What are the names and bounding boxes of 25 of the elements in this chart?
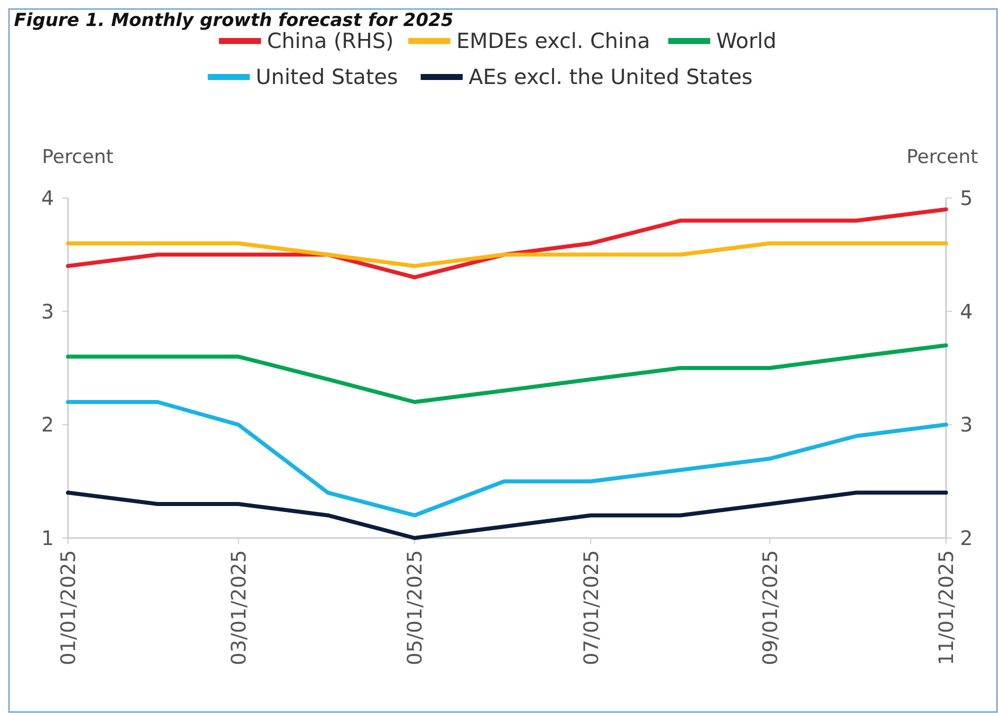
line-series [66, 207, 948, 280]
x-tick-label: 05/01/2025 [402, 550, 427, 666]
legend-label: World [716, 29, 776, 53]
x-tick-label: 01/01/2025 [56, 550, 80, 666]
legend-label: China (RHS) [266, 29, 394, 53]
line-series [66, 400, 948, 518]
legend-label: EMDEs excl. China [456, 29, 650, 53]
chart-title: Figure 1. Monthly growth forecast for 2025 [14, 10, 454, 31]
y2-tick-label: 2 [960, 526, 973, 550]
y-tick-label: 3 [41, 299, 54, 324]
y2-axis-title: Percent [906, 146, 978, 168]
legend-label: AEs excl. the United States [468, 65, 753, 89]
legend-label: United States [256, 65, 398, 89]
x-tick-label: 03/01/2025 [226, 550, 250, 666]
y-tick-label: 4 [41, 186, 54, 210]
x-tick-label: 11/01/2025 [934, 550, 958, 666]
x-tick-label: 07/01/2025 [578, 550, 603, 666]
y2-tick-label: 4 [960, 299, 973, 324]
y-axis-title: Percent [42, 146, 114, 168]
y2-tick-label: 5 [960, 186, 973, 210]
line-series [66, 343, 948, 404]
y2-tick-label: 3 [960, 412, 973, 437]
x-tick-label: 09/01/2025 [758, 550, 782, 666]
y-tick-label: 2 [41, 412, 54, 437]
y-tick-label: 1 [41, 526, 54, 550]
